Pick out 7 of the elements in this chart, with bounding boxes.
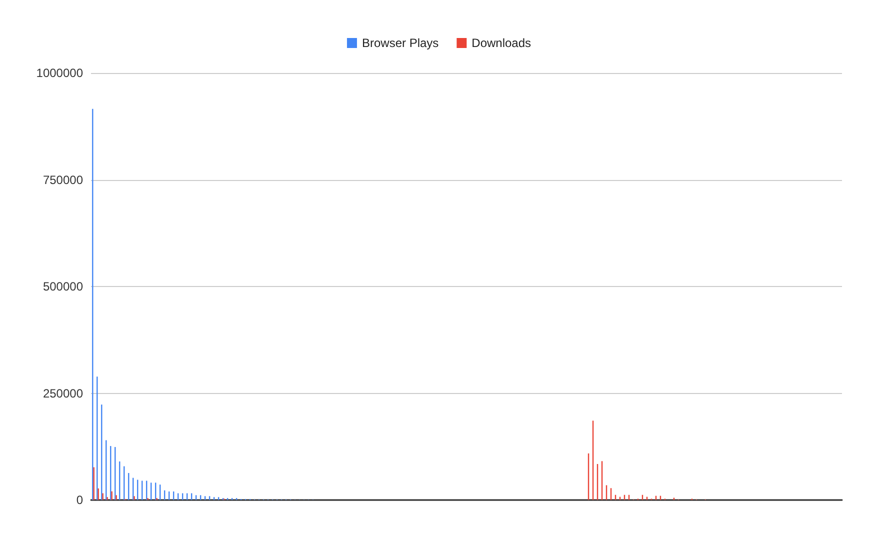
legend-label: Downloads [472,36,532,50]
y-tick-label: 500000 [42,280,84,294]
y-tick-label: 0 [76,493,84,507]
y-tick-label: 1000000 [36,66,84,80]
y-tick-label: 250000 [42,386,84,400]
y-tick-label: 750000 [42,172,84,187]
legend-label: Browser Plays [362,36,439,50]
